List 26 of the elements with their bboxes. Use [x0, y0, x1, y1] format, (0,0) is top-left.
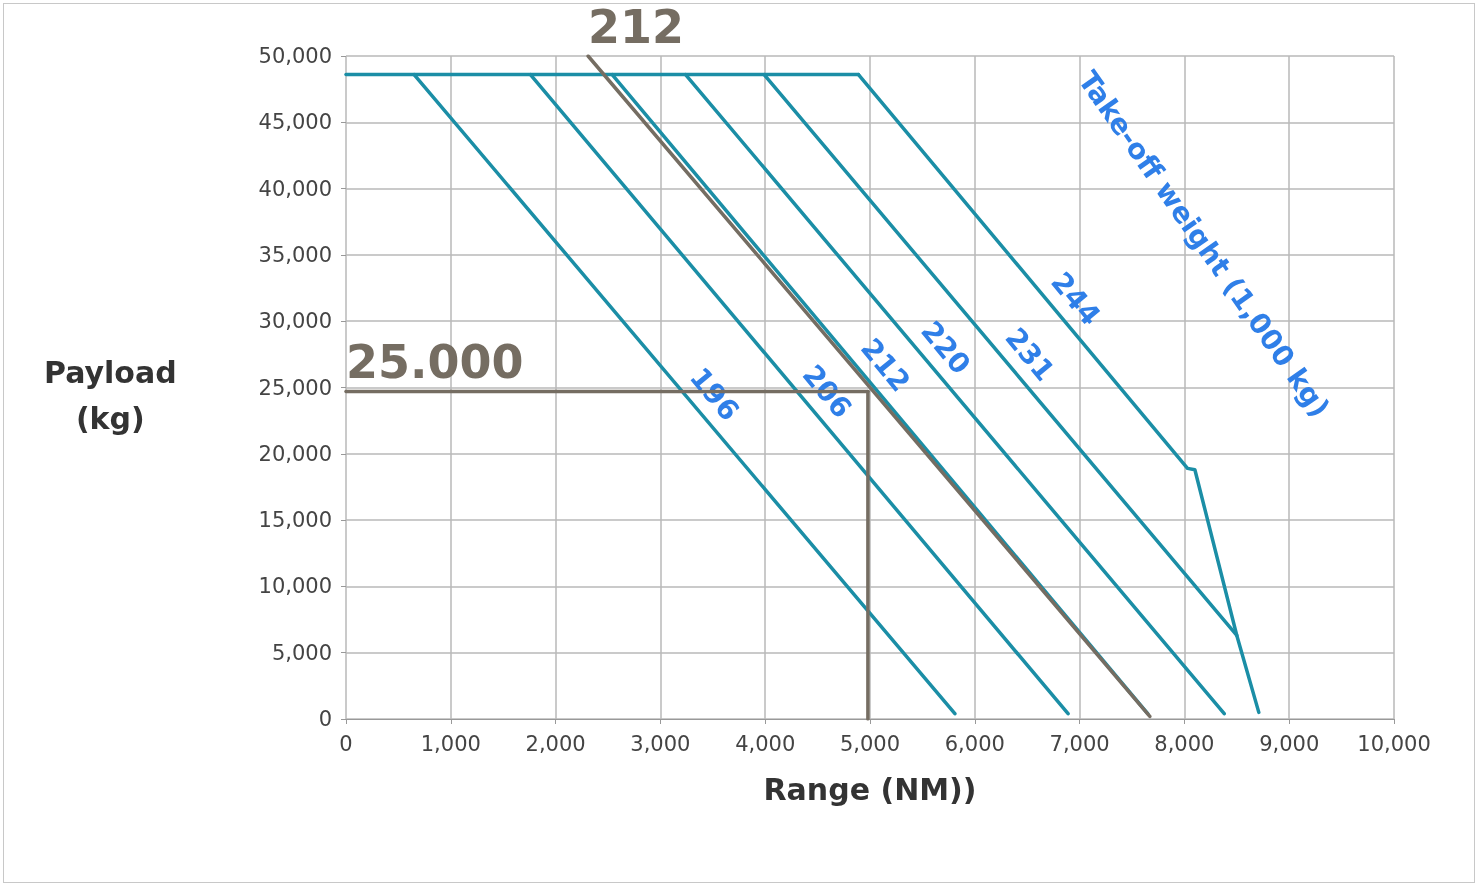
series-label: 212: [588, 0, 685, 54]
x-tick-label: 3,000: [630, 731, 691, 756]
y-tick-label: 25,000: [258, 375, 332, 400]
y-tick-label: 0: [318, 707, 332, 731]
x-tick-label: 6,000: [944, 731, 1005, 756]
y-tick-label: 10,000: [258, 574, 332, 599]
x-axis-title: Range (NM)): [763, 771, 977, 807]
series-label: 25.000: [346, 335, 524, 390]
y-tick-label: 35,000: [258, 242, 332, 267]
x-tick-label: 10,000: [1357, 731, 1431, 756]
x-tick-label: 5,000: [839, 731, 901, 756]
y-tick-label: 50,000: [258, 44, 332, 68]
y-tick-label: 40,000: [258, 176, 332, 201]
x-tick-label: 0: [339, 731, 353, 756]
y-tick-label: 30,000: [258, 309, 332, 334]
y-axis-title: Payload (kg): [44, 354, 177, 436]
x-tick-label: 2,000: [525, 731, 586, 756]
x-tick-label: 1,000: [420, 731, 481, 756]
x-tick-label: 7,000: [1049, 731, 1110, 756]
y-tick-label: 45,000: [258, 110, 332, 135]
y-tick-label: 5,000: [271, 640, 332, 665]
x-tick-label: 9,000: [1259, 731, 1320, 756]
y-tick-label: 15,000: [258, 508, 332, 533]
x-tick-label: 8,000: [1154, 731, 1215, 756]
y-tick-label: 20,000: [258, 441, 332, 466]
x-tick-label: 4,000: [735, 731, 796, 756]
